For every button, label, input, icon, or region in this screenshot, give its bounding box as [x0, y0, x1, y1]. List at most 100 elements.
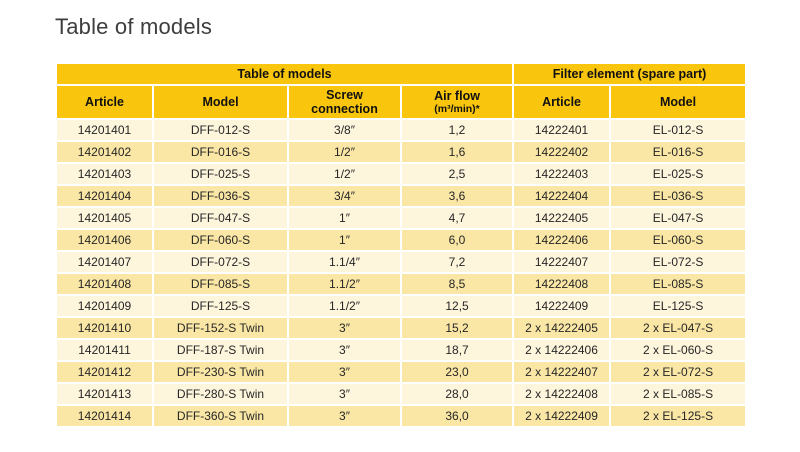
column-header-article: Article [57, 85, 154, 120]
table-cell: 3″ [288, 317, 402, 340]
table-row: 14201402 DFF-016-S 1/2″ 1,6 14222402 EL-016-S [57, 141, 746, 164]
table-row: 14201408 DFF-085-S 1.1/2″ 8,5 14222408 EL-085… [57, 273, 746, 296]
table-cell: 3″ [288, 339, 402, 362]
table-cell: 2 x 14222407 [513, 361, 612, 384]
table-cell: EL-025-S [610, 163, 746, 186]
table-cell: 2 x 14222409 [513, 405, 612, 426]
table-cell: 14222404 [513, 185, 612, 208]
table-cell: EL-060-S [610, 229, 746, 252]
table-cell: 14201403 [57, 163, 154, 186]
table-row: 14201413 DFF-280-S Twin 3″ 28,0 2 x 14222408… [57, 383, 746, 406]
table-row: 14201401 DFF-012-S 3/8″ 1,2 14222401 EL-012-S [57, 119, 746, 142]
table-cell: DFF-072-S [153, 251, 289, 274]
table-cell: DFF-025-S [153, 163, 289, 186]
table-cell: 1,2 [401, 119, 515, 142]
table-cell: 18,7 [401, 339, 515, 362]
column-header-screw-line2: connection [311, 102, 378, 116]
table-cell: 14222405 [513, 207, 612, 230]
table-cell: DFF-085-S [153, 273, 289, 296]
table-cell: 3,6 [401, 185, 515, 208]
table-cell: 14222407 [513, 251, 612, 274]
column-header-row: Article Model Screw connection Air flow … [57, 85, 746, 120]
table-row: 14201407 DFF-072-S 1.1/4″ 7,2 14222407 EL-072… [57, 251, 746, 274]
table-cell: 14201406 [57, 229, 154, 252]
table-cell: EL-012-S [610, 119, 746, 142]
table-cell: 12,5 [401, 295, 515, 318]
table-cell: 14201402 [57, 141, 154, 164]
table-cell: 2 x 14222406 [513, 339, 612, 362]
table-cell: 3″ [288, 361, 402, 384]
table-cell: 3/4″ [288, 185, 402, 208]
table-cell: 1/2″ [288, 163, 402, 186]
table-row: 14201412 DFF-230-S Twin 3″ 23,0 2 x 14222407… [57, 361, 746, 384]
table-cell: 4,7 [401, 207, 515, 230]
table-row: 14201403 DFF-025-S 1/2″ 2,5 14222403 EL-025-S [57, 163, 746, 186]
table-cell: 2 x EL-125-S [610, 405, 746, 426]
table-cell: 1/2″ [288, 141, 402, 164]
table-cell: 14222401 [513, 119, 612, 142]
table-cell: 14201409 [57, 295, 154, 318]
table-cell: 2,5 [401, 163, 515, 186]
table-cell: 7,2 [401, 251, 515, 274]
table-cell: 14201407 [57, 251, 154, 274]
table-cell: 1,6 [401, 141, 515, 164]
table-cell: 14222408 [513, 273, 612, 296]
table-cell: 14222409 [513, 295, 612, 318]
table-cell: 14201412 [57, 361, 154, 384]
table-cell: DFF-012-S [153, 119, 289, 142]
column-header-filter-model: Model [610, 85, 746, 120]
table-cell: 14201401 [57, 119, 154, 142]
table-cell: 14201411 [57, 339, 154, 362]
table-row: 14201406 DFF-060-S 1″ 6,0 14222406 EL-060-S [57, 229, 746, 252]
table-cell: 2 x EL-047-S [610, 317, 746, 340]
table-cell: 14201408 [57, 273, 154, 296]
table-cell: 1.1/2″ [288, 273, 402, 296]
table-cell: 14201405 [57, 207, 154, 230]
table-cell: 14222403 [513, 163, 612, 186]
table-cell: 1″ [288, 229, 402, 252]
table-cell: DFF-360-S Twin [153, 405, 289, 426]
table-cell: 14201404 [57, 185, 154, 208]
table-cell: 14201410 [57, 317, 154, 340]
table-body: 14201401 DFF-012-S 3/8″ 1,2 14222401 EL-012-S… [57, 119, 746, 426]
table-cell: 2 x EL-060-S [610, 339, 746, 362]
column-header-airflow-line1: Air flow [434, 88, 480, 103]
table-cell: 3/8″ [288, 119, 402, 142]
table-cell: DFF-280-S Twin [153, 383, 289, 406]
table-row: 14201404 DFF-036-S 3/4″ 3,6 14222404 EL-036-S [57, 185, 746, 208]
column-header-screw-connection: Screw connection [288, 85, 402, 120]
table-cell: EL-047-S [610, 207, 746, 230]
group-header-filter-element: Filter element (spare part) [513, 64, 746, 86]
table-cell: DFF-125-S [153, 295, 289, 318]
table-cell: 28,0 [401, 383, 515, 406]
table-cell: 14201414 [57, 405, 154, 426]
table-row: 14201414 DFF-360-S Twin 3″ 36,0 2 x 14222409… [57, 405, 746, 426]
column-header-screw-line1: Screw [326, 87, 363, 102]
table-cell: 1.1/2″ [288, 295, 402, 318]
column-header-filter-article: Article [513, 85, 612, 120]
table-cell: 14222406 [513, 229, 612, 252]
table-head: Table of models Filter element (spare pa… [57, 64, 746, 120]
column-header-air-flow: Air flow (m³/min)* [401, 85, 515, 120]
column-header-airflow-unit: (m³/min)* [434, 103, 480, 116]
table-row: 14201411 DFF-187-S Twin 3″ 18,7 2 x 14222406… [57, 339, 746, 362]
table-cell: DFF-047-S [153, 207, 289, 230]
table-cell: 2 x 14222405 [513, 317, 612, 340]
table-cell: DFF-230-S Twin [153, 361, 289, 384]
table-cell: 2 x EL-072-S [610, 361, 746, 384]
table-cell: EL-016-S [610, 141, 746, 164]
table-cell: 8,5 [401, 273, 515, 296]
table-cell: EL-036-S [610, 185, 746, 208]
table-cell: 15,2 [401, 317, 515, 340]
table-cell: DFF-060-S [153, 229, 289, 252]
table-cell: 1.1/4″ [288, 251, 402, 274]
table-cell: 23,0 [401, 361, 515, 384]
table-cell: 3″ [288, 405, 402, 426]
table-cell: 36,0 [401, 405, 515, 426]
table-cell: EL-125-S [610, 295, 746, 318]
table-row: 14201409 DFF-125-S 1.1/2″ 12,5 14222409 EL-12… [57, 295, 746, 318]
table-cell: EL-072-S [610, 251, 746, 274]
table-cell: EL-085-S [610, 273, 746, 296]
column-header-model: Model [153, 85, 289, 120]
